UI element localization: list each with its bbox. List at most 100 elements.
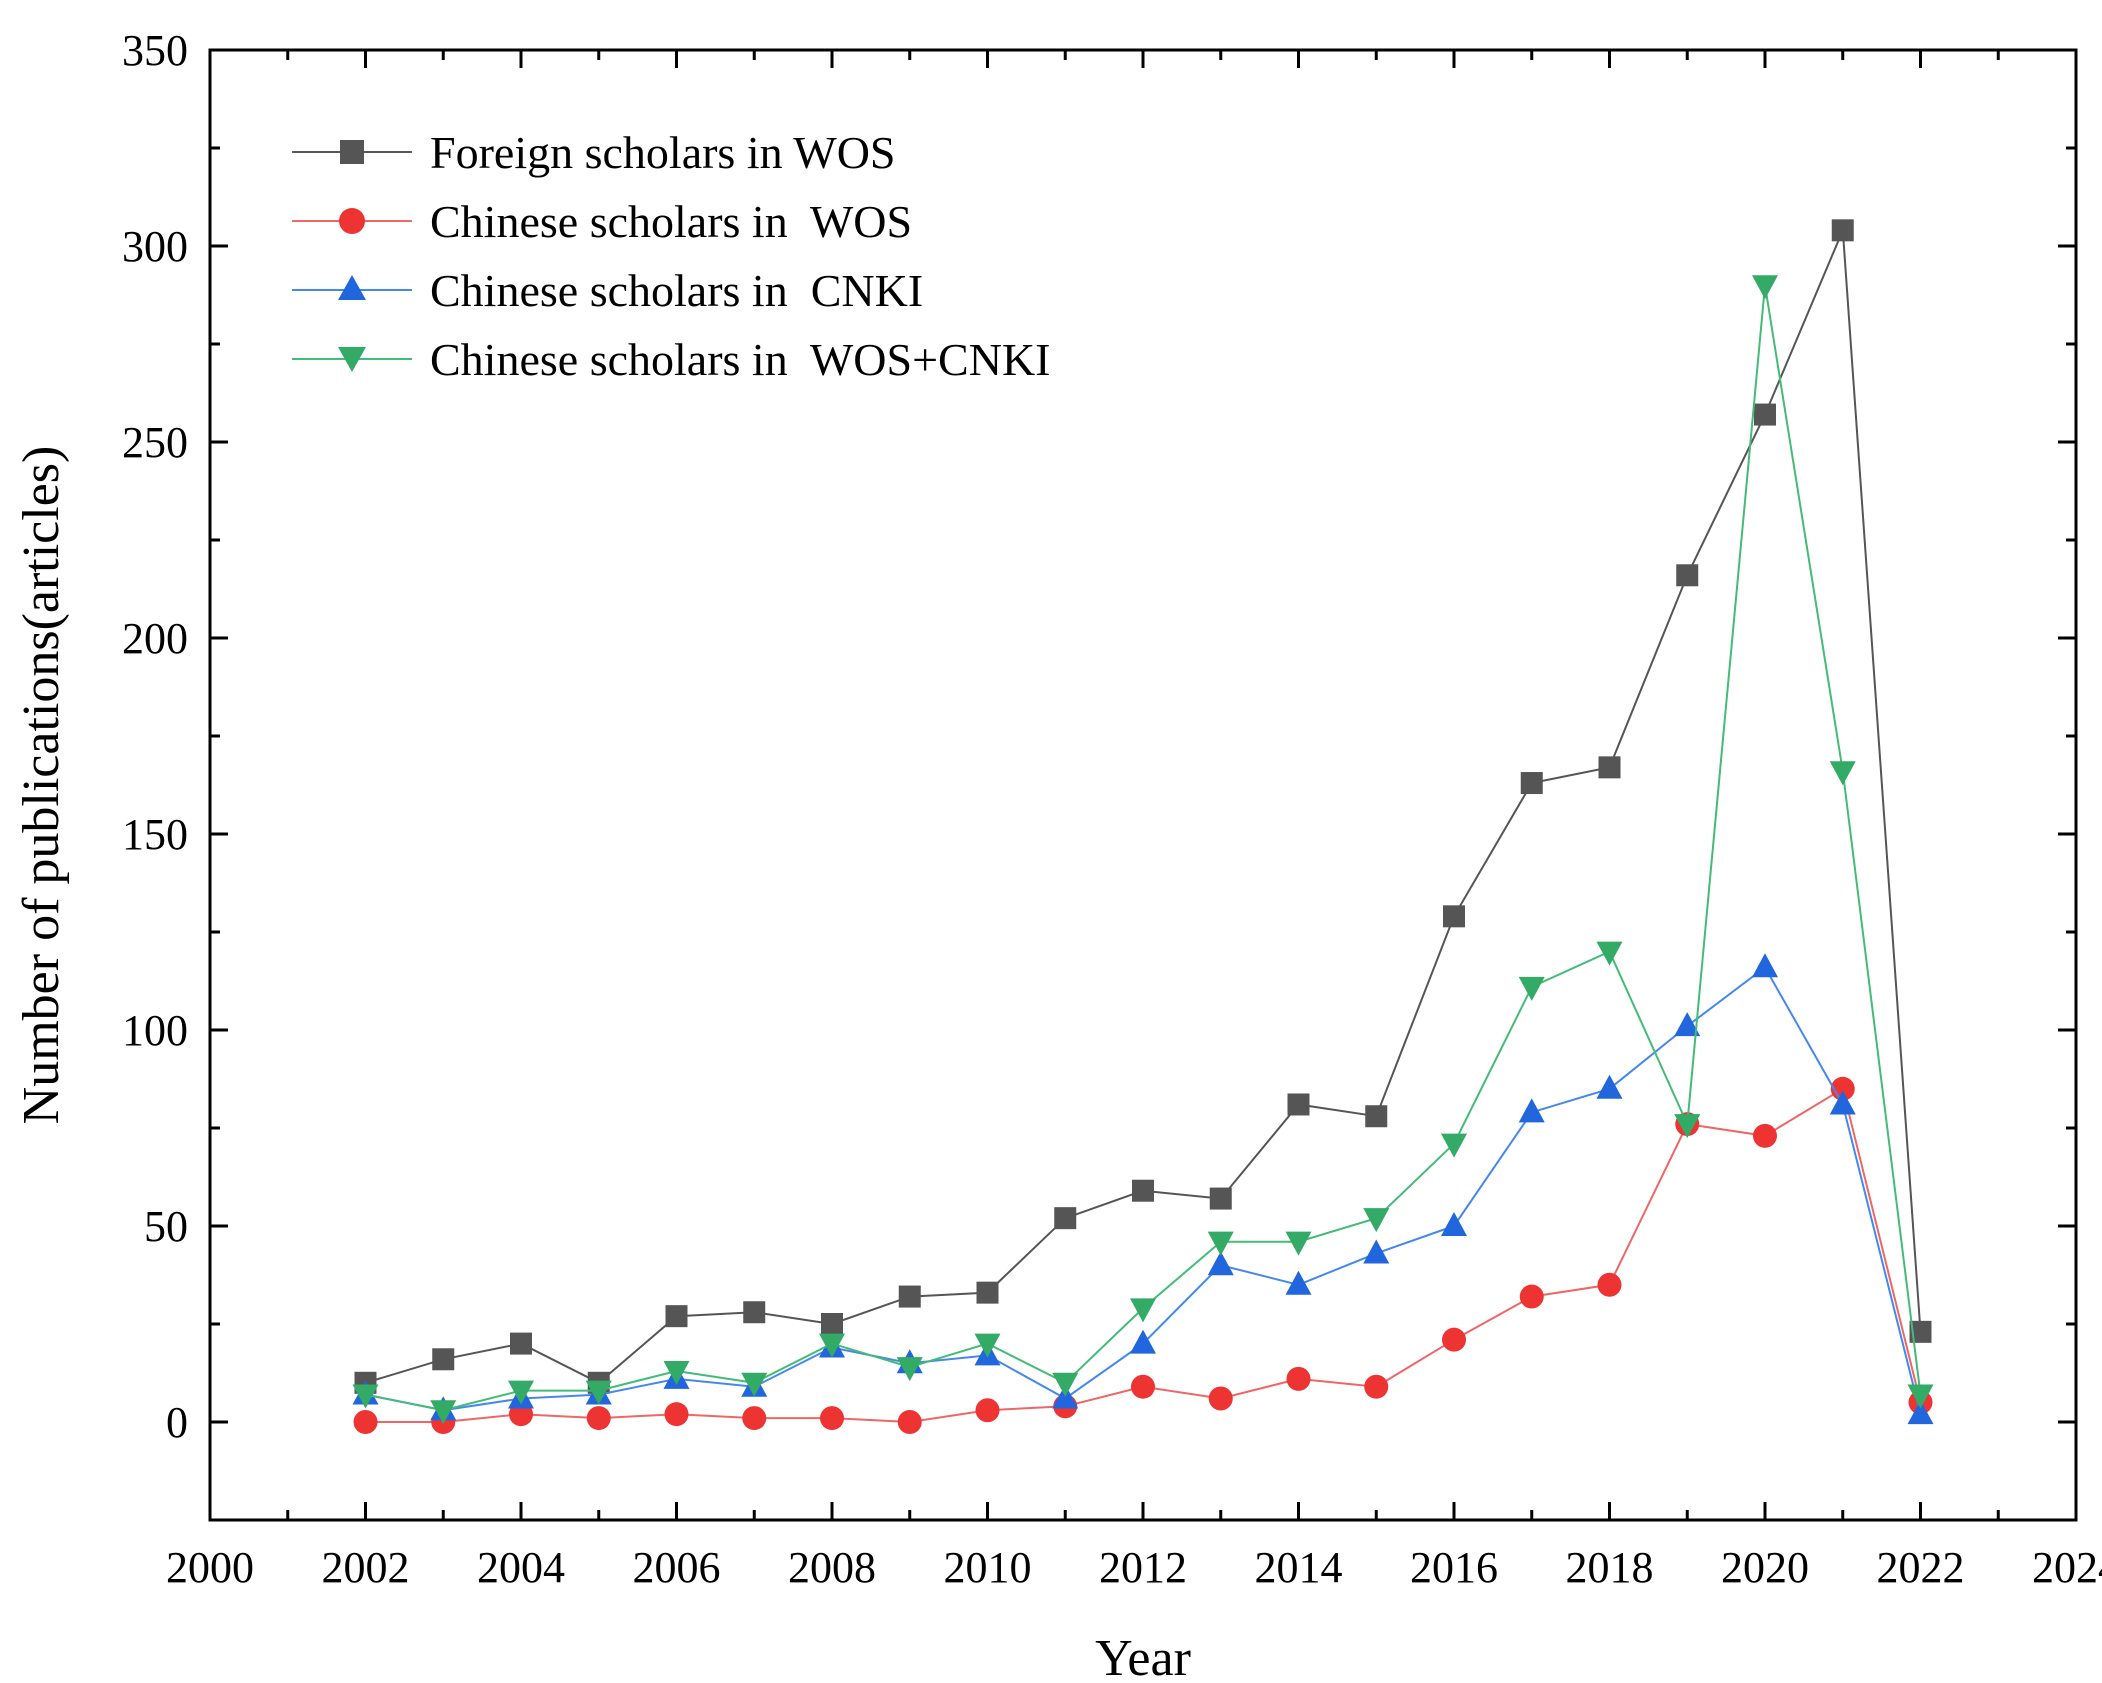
data-point-triangle-down bbox=[663, 1361, 690, 1386]
data-point-triangle-down bbox=[1907, 1384, 1934, 1409]
data-point-circle bbox=[820, 1406, 844, 1431]
data-point-triangle-up bbox=[1907, 1400, 1934, 1425]
data-point-circle bbox=[742, 1406, 767, 1431]
series-3 bbox=[352, 275, 1934, 1425]
data-point-circle bbox=[586, 1406, 611, 1431]
y-tick-label: 50 bbox=[144, 1202, 188, 1251]
y-tick-label: 250 bbox=[122, 418, 188, 467]
data-point-square bbox=[1676, 564, 1699, 587]
x-tick-label: 2020 bbox=[1721, 1543, 1809, 1592]
data-point-square bbox=[1754, 403, 1776, 426]
data-point-triangle-up bbox=[1518, 1098, 1545, 1123]
series-line-0 bbox=[365, 229, 1922, 1384]
data-point-square bbox=[1909, 1320, 1932, 1343]
data-point-circle bbox=[897, 1410, 922, 1434]
data-point-triangle-down bbox=[1752, 275, 1778, 300]
legend-marker-square bbox=[340, 140, 364, 164]
data-point-square bbox=[665, 1305, 688, 1328]
legend-item-chinese-cnki: Chinese scholars in CNKI bbox=[292, 265, 923, 316]
data-point-circle bbox=[1364, 1374, 1389, 1399]
data-point-triangle-down bbox=[430, 1400, 457, 1425]
data-point-triangle-down bbox=[741, 1372, 768, 1397]
data-point-triangle-down bbox=[1052, 1372, 1079, 1397]
data-point-triangle-down bbox=[974, 1333, 1001, 1358]
data-point-triangle-up bbox=[1285, 1270, 1312, 1295]
data-point-circle bbox=[664, 1402, 689, 1427]
axis-ticks bbox=[208, 48, 2078, 1522]
data-point-square bbox=[1287, 1093, 1310, 1116]
x-tick-label: 2004 bbox=[477, 1543, 565, 1592]
data-point-triangle-up bbox=[1130, 1329, 1156, 1354]
x-tick-label: 2008 bbox=[788, 1543, 876, 1592]
data-point-triangle-up bbox=[1829, 1090, 1856, 1115]
data-point-circle bbox=[1131, 1374, 1155, 1399]
legend-item-foreign-wos: Foreign scholars in WOS bbox=[292, 127, 896, 178]
y-tick-label: 100 bbox=[122, 1006, 188, 1055]
y-tick-label: 150 bbox=[122, 810, 188, 859]
data-point-triangle-down bbox=[1674, 1114, 1701, 1139]
data-point-circle bbox=[353, 1410, 378, 1434]
data-point-triangle-up bbox=[1363, 1239, 1390, 1264]
y-tick-label: 0 bbox=[166, 1398, 188, 1447]
data-point-square bbox=[1132, 1179, 1154, 1202]
data-point-square bbox=[1598, 756, 1621, 779]
x-tick-label: 2018 bbox=[1566, 1543, 1654, 1592]
x-tick-labels: 2000 2002 2004 2006 2008 2010 2012 2014 2016 2018… bbox=[166, 1543, 2102, 1592]
y-axis-title: Number of publications(articles) bbox=[13, 446, 70, 1125]
legend-label-chinese-wos: Chinese scholars in WOS bbox=[430, 196, 912, 247]
data-point-triangle-down bbox=[1596, 941, 1623, 966]
data-point-square bbox=[1443, 905, 1465, 928]
x-tick-label: 2014 bbox=[1255, 1543, 1343, 1592]
data-point-triangle-down bbox=[352, 1384, 379, 1409]
data-point-circle bbox=[1519, 1284, 1544, 1309]
x-axis-title: Year bbox=[1095, 1630, 1191, 1683]
x-tick-label: 2002 bbox=[322, 1543, 410, 1592]
x-tick-label: 2024 bbox=[2032, 1543, 2102, 1592]
data-point-triangle-up bbox=[1441, 1212, 1467, 1236]
data-point-triangle-down bbox=[585, 1380, 612, 1405]
data-point-circle bbox=[1286, 1366, 1311, 1391]
data-point-triangle-up bbox=[1674, 1012, 1701, 1037]
data-point-triangle-down bbox=[1285, 1231, 1312, 1256]
legend-label-foreign-wos: Foreign scholars in WOS bbox=[430, 127, 896, 178]
data-point-square bbox=[976, 1281, 999, 1304]
data-point-circle bbox=[1442, 1327, 1466, 1352]
data-point-triangle-down bbox=[819, 1333, 845, 1358]
legend-item-chinese-wos-cnki: Chinese scholars in WOS+CNKI bbox=[292, 334, 1050, 385]
data-point-circle bbox=[975, 1398, 1000, 1423]
legend-marker-triangle-down bbox=[338, 347, 366, 372]
legend-label-chinese-wos-cnki: Chinese scholars in WOS+CNKI bbox=[430, 334, 1050, 385]
data-point-circle bbox=[1208, 1386, 1233, 1411]
data-point-triangle-down bbox=[1441, 1133, 1467, 1158]
series-layer bbox=[352, 219, 1934, 1434]
data-point-triangle-up bbox=[1207, 1251, 1234, 1276]
data-point-triangle-down bbox=[1207, 1231, 1234, 1256]
data-point-square bbox=[510, 1332, 532, 1355]
data-point-square bbox=[1054, 1207, 1077, 1230]
legend-item-chinese-wos: Chinese scholars in WOS bbox=[292, 196, 912, 247]
data-point-square bbox=[743, 1301, 766, 1324]
series-0 bbox=[354, 219, 1932, 1394]
data-point-square bbox=[821, 1313, 843, 1335]
y-tick-label: 200 bbox=[122, 614, 188, 663]
legend-marker-triangle-up bbox=[338, 275, 366, 300]
data-point-triangle-down bbox=[1518, 976, 1545, 1001]
data-point-circle bbox=[1597, 1272, 1622, 1297]
data-point-square bbox=[898, 1285, 921, 1308]
x-tick-label: 2016 bbox=[1410, 1543, 1498, 1592]
y-tick-label: 350 bbox=[122, 26, 188, 75]
y-tick-labels: 0 50 100 150 200 250 300 350 bbox=[122, 26, 188, 1447]
data-point-circle bbox=[1753, 1123, 1777, 1148]
data-point-triangle-down bbox=[896, 1357, 923, 1382]
data-point-square bbox=[432, 1348, 455, 1371]
x-tick-label: 2010 bbox=[944, 1543, 1032, 1592]
data-point-triangle-up bbox=[1596, 1074, 1623, 1099]
legend-label-chinese-cnki: Chinese scholars in CNKI bbox=[430, 265, 923, 316]
data-point-triangle-down bbox=[1363, 1208, 1390, 1233]
x-tick-label: 2000 bbox=[166, 1543, 254, 1592]
data-point-square bbox=[1831, 219, 1854, 242]
legend-marker-circle bbox=[339, 208, 365, 234]
y-tick-label: 300 bbox=[122, 222, 188, 271]
x-tick-label: 2012 bbox=[1099, 1543, 1187, 1592]
